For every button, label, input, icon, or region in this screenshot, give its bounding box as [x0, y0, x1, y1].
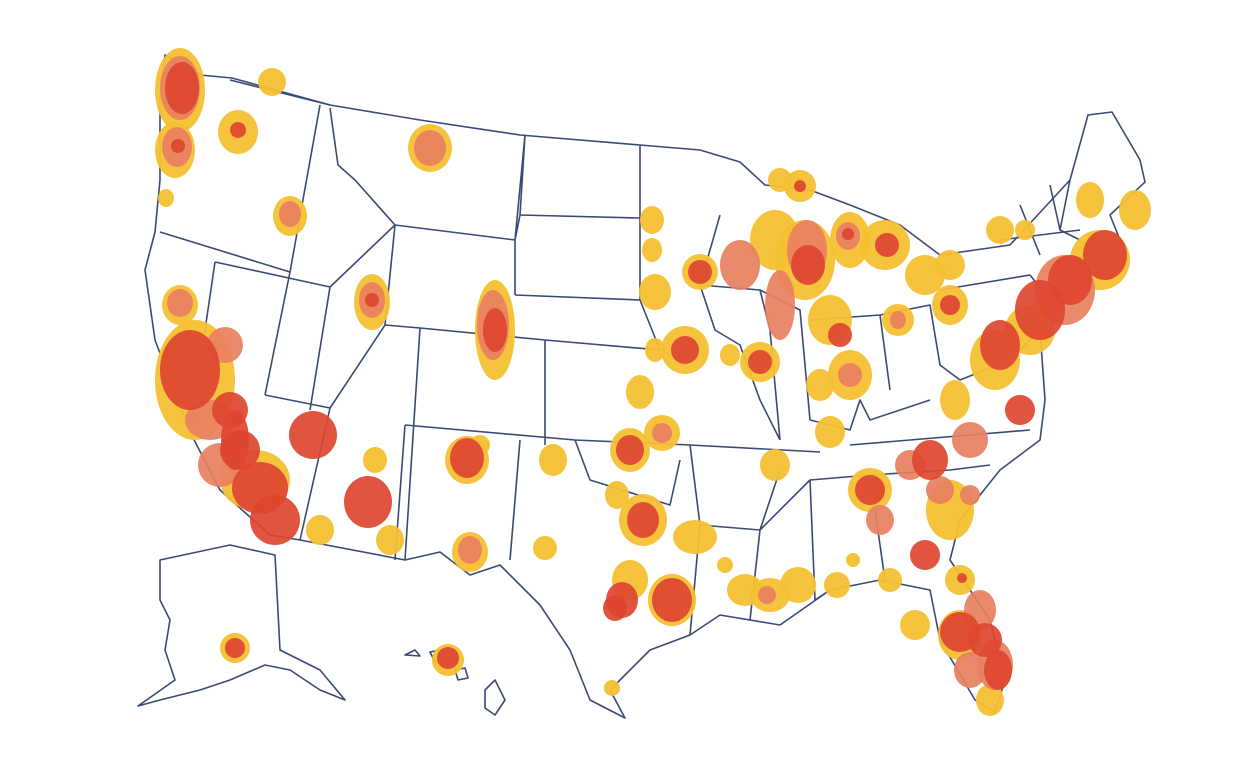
bubble	[671, 336, 699, 364]
bubble	[1083, 230, 1127, 280]
bubble	[957, 573, 967, 583]
bubble	[673, 520, 717, 554]
bubble	[437, 647, 459, 669]
bubble	[815, 416, 845, 448]
bubble	[365, 293, 379, 307]
bubble	[846, 553, 860, 567]
bubble	[890, 311, 906, 329]
bubble	[344, 476, 392, 528]
bubble	[225, 638, 245, 658]
bubble	[652, 423, 672, 443]
bubble	[1119, 190, 1151, 230]
bubble	[1076, 182, 1104, 218]
bubble	[758, 586, 776, 604]
bubble	[688, 260, 712, 284]
bubble	[748, 350, 772, 374]
bubble	[980, 320, 1020, 370]
bubble	[171, 139, 185, 153]
bubble	[450, 438, 484, 478]
bubble	[363, 447, 387, 473]
bubble	[167, 289, 193, 317]
bubble	[376, 525, 404, 555]
bubble	[533, 536, 557, 560]
bubble	[639, 274, 671, 310]
bubble	[645, 338, 665, 362]
bubble	[940, 295, 960, 315]
bubble	[289, 411, 337, 459]
bubble	[603, 595, 627, 621]
bubble	[940, 380, 970, 420]
bubble	[794, 180, 806, 192]
bubble	[720, 344, 740, 366]
bubble	[720, 240, 760, 290]
bubble	[866, 505, 894, 535]
bubble	[875, 233, 899, 257]
bubble	[984, 650, 1012, 690]
bubble	[258, 68, 286, 96]
bubble	[230, 122, 246, 138]
bubble	[968, 623, 1002, 657]
bubble	[986, 216, 1014, 244]
bubble	[806, 369, 834, 401]
alaska	[137, 544, 346, 707]
bubble	[952, 422, 988, 458]
bubble	[279, 201, 301, 227]
bubble	[539, 444, 567, 476]
bubble	[900, 610, 930, 640]
bubble	[717, 557, 733, 573]
bubble	[912, 440, 948, 480]
bubble	[604, 680, 620, 696]
bubble	[414, 130, 446, 166]
bubble	[165, 62, 199, 114]
bubble	[627, 502, 659, 538]
bubble	[221, 410, 249, 470]
bubble	[250, 495, 300, 545]
bubble	[824, 572, 850, 598]
bubble	[960, 485, 980, 505]
bubble	[626, 375, 654, 409]
bubble	[838, 363, 862, 387]
bubble	[483, 308, 507, 352]
bubble	[765, 270, 795, 340]
bubble	[855, 475, 885, 505]
bubble	[828, 323, 852, 347]
bubble	[642, 238, 662, 262]
bubble	[791, 245, 825, 285]
bubble	[780, 567, 816, 603]
bubble	[976, 684, 1004, 716]
bubble	[910, 540, 940, 570]
bubble	[605, 481, 629, 509]
bubble	[160, 330, 220, 410]
bubble	[158, 189, 174, 207]
bubble	[926, 476, 954, 504]
state-lines	[159, 79, 1081, 636]
bubble	[652, 578, 692, 622]
bubbles	[155, 48, 1151, 716]
bubble	[306, 515, 334, 545]
bubble	[1048, 255, 1092, 305]
bubble	[935, 250, 965, 280]
bubble	[760, 449, 790, 481]
bubble	[878, 568, 902, 592]
bubble	[458, 536, 482, 564]
bubble	[842, 228, 854, 240]
bubble	[616, 435, 644, 465]
bubble	[954, 652, 986, 688]
bubble	[1015, 220, 1035, 240]
bubble	[640, 206, 664, 234]
bubble	[1005, 395, 1035, 425]
